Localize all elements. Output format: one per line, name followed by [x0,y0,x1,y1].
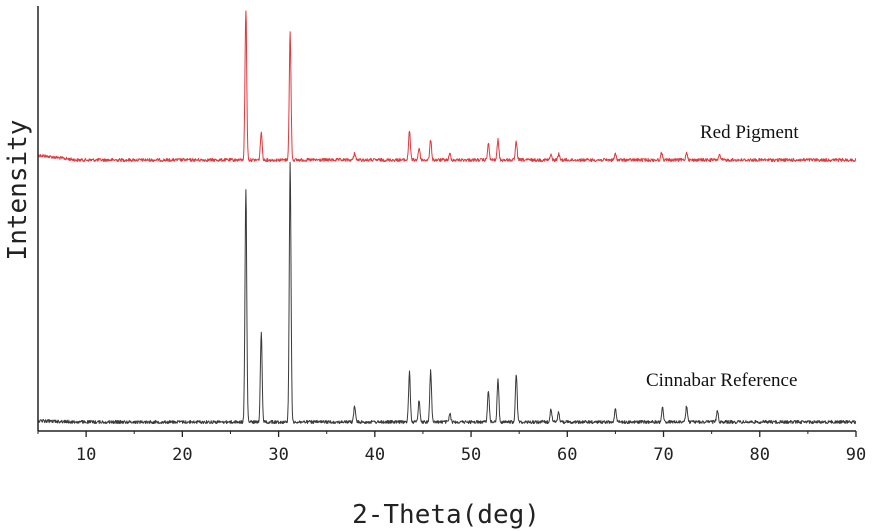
series-label-cinnabar-reference: Cinnabar Reference [646,370,797,391]
series-label-red-pigment: Red Pigment [700,122,799,143]
x-tick-label-90: 90 [846,445,866,465]
series-line-cinnabar-reference [37,161,857,425]
plot-lines [37,10,857,425]
x-tick-label-40: 40 [365,445,385,465]
x-tick-label-10: 10 [76,445,96,465]
x-tick-label-60: 60 [557,445,577,465]
x-tick-label-30: 30 [268,445,288,465]
x-tick-label-20: 20 [172,445,192,465]
y-axis-title: Intensity [3,120,33,261]
x-tick-label-70: 70 [653,445,673,465]
axes [37,6,856,432]
x-tick-label-50: 50 [461,445,481,465]
x-tick-label-80: 80 [750,445,770,465]
x-ticks: 10 20 30 40 50 60 70 80 90 [37,431,866,465]
series-line-red-pigment [37,10,857,163]
series-labels: Red Pigment Cinnabar Reference [646,122,799,391]
x-axis-title: 2-Theta(deg) [352,500,540,530]
